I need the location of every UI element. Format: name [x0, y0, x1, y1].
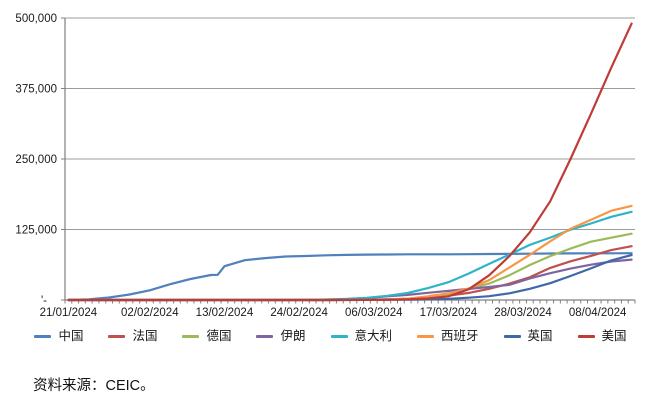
legend-marker	[577, 334, 595, 338]
x-tick-label: 13/02/2024	[196, 307, 254, 319]
covid-cumulative-cases-line-chart: '- 125,000 250,000 375,000 500,000 21/01/2024…	[15, 13, 636, 319]
source-note: 资料来源：CEIC。	[33, 378, 155, 394]
legend-label: 伊朗	[280, 329, 306, 343]
series-line-3	[67, 258, 633, 302]
legend-marker	[503, 334, 521, 338]
x-tick-label: 24/02/2024	[270, 307, 328, 319]
legend-item-4: 意大利	[330, 329, 393, 343]
legend-marker	[108, 334, 126, 338]
legend-marker	[34, 334, 52, 338]
legend-label: 德国	[206, 329, 232, 343]
x-tick-label: 06/03/2024	[345, 307, 403, 319]
series-line-0	[67, 252, 633, 301]
legend-item-0: 中国	[34, 330, 83, 343]
x-tick-label: 08/04/2024	[569, 307, 627, 319]
legend-item-3: 伊朗	[256, 329, 306, 343]
y-tick-label: 375,000	[15, 84, 57, 96]
legend-label: 西班牙	[441, 329, 479, 343]
series-line-7	[67, 22, 633, 302]
x-tick-label: 17/03/2024	[420, 307, 478, 319]
legend-item-5: 西班牙	[417, 330, 479, 343]
legend-label: 法国	[132, 329, 158, 343]
y-tick-label: 500,000	[15, 13, 57, 25]
legend-item-1: 法国	[108, 330, 157, 343]
y-tick-label: '-	[41, 295, 47, 307]
legend-label: 英国	[527, 329, 553, 343]
legend-marker	[256, 334, 274, 338]
legend-label: 意大利	[354, 329, 393, 343]
x-tick-label: 21/01/2024	[40, 307, 98, 319]
legend-item-7: 美国	[577, 329, 627, 343]
legend-marker	[417, 334, 435, 338]
legend-label: 中国	[58, 329, 84, 343]
series-line-6	[67, 253, 633, 302]
y-tick-label: 250,000	[15, 154, 57, 166]
legend-item-2: 德国	[182, 330, 231, 343]
y-tick-label: 125,000	[15, 225, 57, 237]
legend-label: 美国	[601, 329, 627, 343]
legend-marker	[182, 334, 200, 338]
chart-legend: 中国 法国 德国 伊朗 意大利 西班牙 英国 美国	[0, 330, 661, 343]
x-tick-label: 28/03/2024	[494, 307, 552, 319]
legend-item-6: 英国	[503, 329, 553, 343]
x-tick-label: 02/02/2024	[121, 307, 179, 319]
legend-marker	[330, 334, 348, 338]
